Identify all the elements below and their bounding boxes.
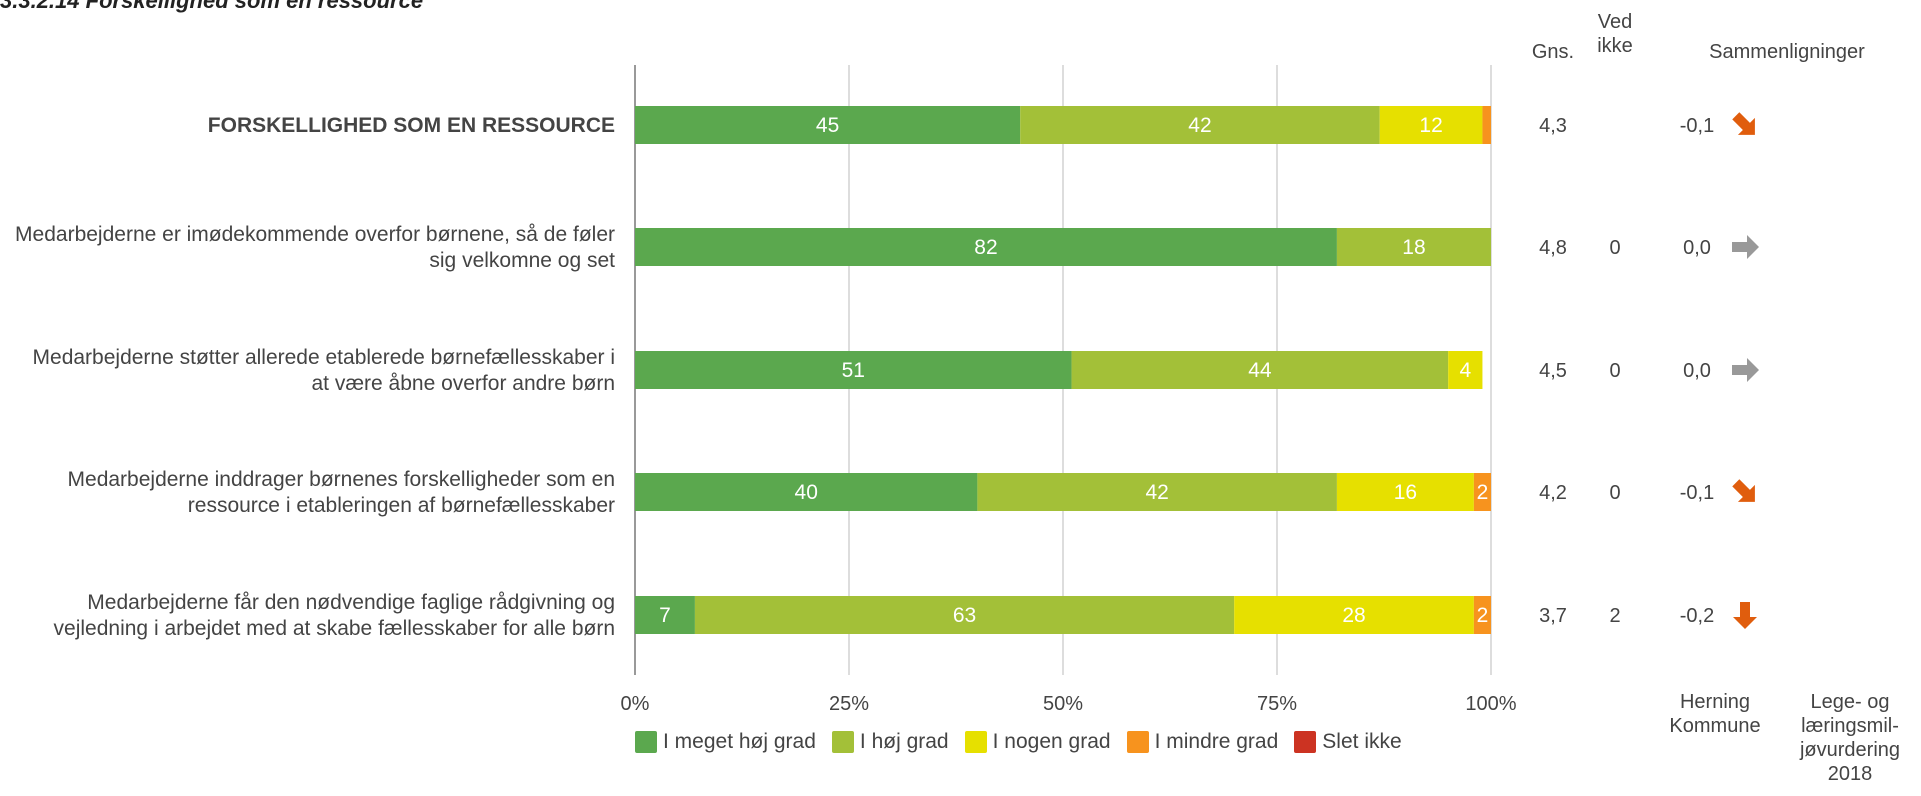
category-label-line: sig velkomne og set — [429, 249, 615, 272]
bar-segment — [1336, 228, 1491, 266]
arrow-down-right-icon — [1732, 479, 1755, 502]
x-tick-label: 0% — [621, 693, 650, 715]
legend-label: I nogen grad — [992, 730, 1111, 753]
legend-swatch — [1126, 731, 1149, 753]
bar-value-label: 2 — [1477, 481, 1489, 504]
bar-value-label: 63 — [953, 604, 976, 627]
bar-value-label: 18 — [1402, 236, 1425, 259]
x-tick-label: 50% — [1043, 693, 1083, 715]
bar-value-label: 42 — [1145, 481, 1168, 504]
bar-segment — [1071, 351, 1449, 389]
gns-value: 4,3 — [1539, 115, 1567, 137]
footer-herning-kommune: Herning Kommune — [1669, 691, 1761, 737]
legend-label: I meget høj grad — [663, 730, 816, 753]
bar-segment — [635, 351, 1072, 389]
bar-segment — [977, 473, 1337, 511]
x-tick-label: 100% — [1465, 693, 1516, 715]
legend-item: I meget høj grad — [635, 730, 816, 754]
bar-segment — [694, 596, 1235, 634]
bar-segment — [1473, 473, 1491, 511]
header-comparisons: Sammenligninger — [1709, 41, 1865, 63]
legend-swatch — [635, 731, 657, 753]
bar-value-label: 42 — [1188, 114, 1211, 137]
legend-item: I høj grad — [831, 730, 949, 754]
bar-value-label: 40 — [795, 481, 818, 504]
gns-value: 4,5 — [1539, 360, 1567, 382]
bar-segment — [635, 596, 695, 634]
legend-item: I nogen grad — [964, 730, 1111, 754]
comparison-value: 0,0 — [1683, 360, 1711, 382]
category-label: Medarbejderne får den nødvendige faglige… — [54, 591, 615, 640]
category-label-line: Medarbejderne får den nødvendige faglige… — [87, 591, 615, 614]
arrow-down-right-icon — [1732, 112, 1755, 135]
category-label-line: Medarbejderne inddrager børnenes forskel… — [68, 468, 615, 491]
comparison-value: -0,2 — [1680, 605, 1714, 627]
bar-segment — [635, 228, 1337, 266]
arrow-shape — [1733, 602, 1757, 629]
category-label-line: at være åbne overfor andre børn — [312, 372, 616, 395]
bar-segment — [1482, 106, 1491, 144]
legend-swatch — [831, 731, 854, 753]
legend-label: Slet ikke — [1322, 730, 1402, 753]
legend-item: Slet ikke — [1294, 730, 1402, 754]
category-label-line: FORSKELLIGHED SOM EN RESSOURCE — [208, 114, 615, 137]
category-label-line: Medarbejderne er imødekommende overfor b… — [15, 223, 615, 246]
category-label-line: vejledning i arbejdet med at skabe fælle… — [54, 617, 615, 640]
category-label-line: Medarbejderne støtter allerede etablered… — [33, 346, 615, 369]
bar-value-label: 82 — [974, 236, 997, 259]
bar-segment — [635, 473, 978, 511]
ved-ikke-value: 0 — [1609, 482, 1620, 504]
legend-label: I mindre grad — [1154, 730, 1279, 753]
arrow-shape — [1732, 112, 1755, 135]
bar-value-label: 12 — [1419, 114, 1442, 137]
footer-lege-og-laeringsmiljoevurdering: Lege- og læringsmil-jøvurdering 2018 — [1799, 691, 1901, 785]
legend-swatch — [964, 731, 987, 753]
bar-value-label: 45 — [816, 114, 839, 137]
header-gns: Gns. — [1531, 41, 1575, 63]
bar-value-label: 16 — [1394, 481, 1417, 504]
bar-value-label: 7 — [659, 604, 671, 627]
comparison-value: 0,0 — [1683, 237, 1711, 259]
bar-segment — [1448, 351, 1483, 389]
bar-value-label: 28 — [1342, 604, 1365, 627]
category-label: Medarbejderne inddrager børnenes forskel… — [68, 468, 615, 517]
legend-item: I mindre grad — [1126, 730, 1279, 754]
arrow-shape — [1732, 479, 1755, 502]
arrow-shape — [1732, 358, 1759, 382]
x-tick-label: 75% — [1257, 693, 1297, 715]
gns-value: 4,2 — [1539, 482, 1567, 504]
bar-segment — [635, 106, 1021, 144]
arrow-shape — [1732, 235, 1759, 259]
gns-value: 3,7 — [1539, 605, 1567, 627]
header-ved-ikke: Ved ikke — [1597, 11, 1633, 57]
bar-value-label: 44 — [1248, 359, 1272, 382]
arrow-right-icon — [1732, 358, 1759, 382]
bar-value-label: 51 — [842, 359, 865, 382]
legend-swatch — [1294, 731, 1317, 753]
bar-segment — [1473, 596, 1491, 634]
bar-value-label: 2 — [1477, 604, 1489, 627]
gns-value: 4,8 — [1539, 237, 1567, 259]
category-label: Medarbejderne støtter allerede etablered… — [33, 346, 615, 395]
category-label-line: ressource i etableringen af børnefælless… — [188, 494, 615, 517]
comparison-value: -0,1 — [1680, 482, 1714, 504]
arrow-down-icon — [1733, 602, 1757, 629]
bar-segment — [1234, 596, 1474, 634]
bar-segment — [1379, 106, 1483, 144]
legend: I meget høj grad I høj grad I nogen grad I … — [635, 730, 1418, 754]
ved-ikke-value: 0 — [1609, 237, 1620, 259]
ved-ikke-value: 2 — [1609, 605, 1620, 627]
bar-segment — [1020, 106, 1380, 144]
chart-title: 3.3.2.14 Forskellighed som en ressource — [0, 0, 424, 13]
legend-label: I høj grad — [859, 730, 949, 753]
arrow-right-icon — [1732, 235, 1759, 259]
category-label: Medarbejderne er imødekommende overfor b… — [15, 223, 615, 272]
ved-ikke-value: 0 — [1609, 360, 1620, 382]
category-label: FORSKELLIGHED SOM EN RESSOURCE — [208, 114, 615, 137]
x-tick-label: 25% — [829, 693, 869, 715]
comparison-value: -0,1 — [1680, 115, 1714, 137]
bar-value-label: 4 — [1459, 359, 1471, 382]
bar-segment — [1336, 473, 1474, 511]
